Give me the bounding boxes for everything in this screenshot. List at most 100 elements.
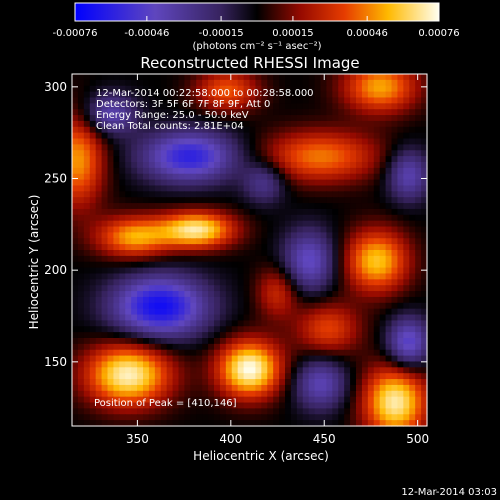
heatmap-cell [421, 250, 428, 257]
heatmap-cell [391, 379, 399, 386]
heatmap-cell [178, 379, 186, 386]
heatmap-cell [344, 244, 351, 251]
heatmap-cell [107, 150, 115, 157]
heatmap-cell [178, 396, 186, 404]
heatmap-cell [302, 156, 310, 163]
heatmap-cell [397, 220, 404, 228]
heatmap-cell [403, 267, 410, 275]
heatmap-cell [308, 179, 316, 187]
heatmap-cell [326, 115, 333, 122]
heatmap-cell [267, 138, 274, 145]
heatmap-cell [391, 314, 399, 321]
heatmap-cell [379, 109, 387, 116]
heatmap-cell [131, 361, 138, 368]
heatmap-cell [332, 402, 339, 409]
heatmap-cell [208, 244, 215, 251]
heatmap-cell [403, 132, 410, 140]
heatmap-cell [95, 396, 103, 404]
heatmap-cell [160, 203, 168, 210]
heatmap-cell [219, 162, 227, 169]
heatmap-cell [350, 291, 357, 298]
heatmap-cell [107, 349, 115, 357]
heatmap-cell [261, 326, 268, 333]
heatmap-cell [379, 379, 387, 386]
heatmap-cell [143, 314, 150, 321]
heatmap-cell [166, 302, 174, 310]
heatmap-cell [72, 79, 79, 87]
heatmap-cell [356, 267, 363, 275]
heatmap-cell [231, 185, 239, 192]
heatmap-cell [208, 179, 215, 187]
heatmap-cell [338, 279, 345, 286]
heatmap-cell [148, 162, 156, 169]
heatmap-cell [273, 308, 280, 316]
heatmap-cell [373, 226, 381, 233]
heatmap-cell [285, 414, 292, 421]
heatmap-cell [101, 338, 109, 345]
heatmap-cell [279, 74, 286, 81]
heatmap-cell [379, 244, 387, 251]
heatmap-cell [350, 109, 357, 116]
heatmap-cell [385, 250, 393, 257]
heatmap-cell [267, 173, 274, 181]
heatmap-cell [373, 91, 381, 99]
heatmap-cell [202, 109, 209, 116]
heatmap-cell [308, 308, 316, 316]
heatmap-cell [119, 244, 126, 251]
heatmap-cell [326, 390, 333, 398]
heatmap-cell [302, 91, 310, 99]
heatmap-cell [160, 120, 168, 128]
heatmap-cell [267, 91, 274, 99]
heatmap-cell [243, 74, 251, 81]
heatmap-cell [83, 97, 91, 104]
heatmap-cell [107, 197, 115, 204]
heatmap-cell [107, 396, 115, 404]
heatmap-cell [397, 326, 404, 333]
heatmap-cell [202, 379, 209, 386]
heatmap-cell [219, 308, 227, 316]
heatmap-cell [107, 115, 115, 122]
heatmap-cell [148, 208, 156, 216]
heatmap-cell [131, 255, 138, 263]
heatmap-cell [255, 361, 262, 368]
heatmap-cell [83, 332, 91, 339]
heatmap-cell [279, 343, 286, 351]
heatmap-cell [89, 361, 97, 368]
heatmap-cell [361, 267, 369, 275]
heatmap-cell [166, 414, 174, 421]
heatmap-cell [350, 302, 357, 310]
heatmap-cell [279, 273, 286, 280]
heatmap-cell [261, 214, 268, 222]
heatmap-cell [125, 197, 132, 204]
heatmap-cell [373, 150, 381, 157]
heatmap-cell [344, 150, 351, 157]
heatmap-cell [338, 302, 345, 310]
heatmap-cell [421, 273, 428, 280]
heatmap-cell [279, 255, 286, 263]
heatmap-cell [237, 261, 245, 269]
heatmap-cell [72, 373, 79, 380]
heatmap-cell [326, 197, 333, 204]
heatmap-cell [148, 338, 156, 345]
heatmap-cell [285, 255, 292, 263]
heatmap-cell [379, 267, 387, 275]
heatmap-cell [326, 414, 333, 421]
heatmap-cell [89, 367, 97, 374]
heatmap-cell [125, 156, 132, 163]
heatmap-cell [308, 91, 316, 99]
heatmap-cell [119, 162, 126, 169]
heatmap-cell [219, 338, 227, 345]
heatmap-cell [131, 279, 138, 286]
heatmap-cell [225, 384, 233, 392]
heatmap-cell [131, 414, 138, 421]
heatmap-cell [219, 396, 227, 404]
heatmap-cell [361, 379, 369, 386]
heatmap-cell [332, 355, 339, 363]
heatmap-cell [243, 332, 251, 339]
heatmap-cell [415, 203, 422, 210]
heatmap-cell [178, 156, 186, 163]
heatmap-cell [373, 179, 381, 187]
heatmap-cell [219, 144, 227, 151]
heatmap-cell [160, 85, 168, 93]
heatmap-cell [356, 296, 363, 304]
